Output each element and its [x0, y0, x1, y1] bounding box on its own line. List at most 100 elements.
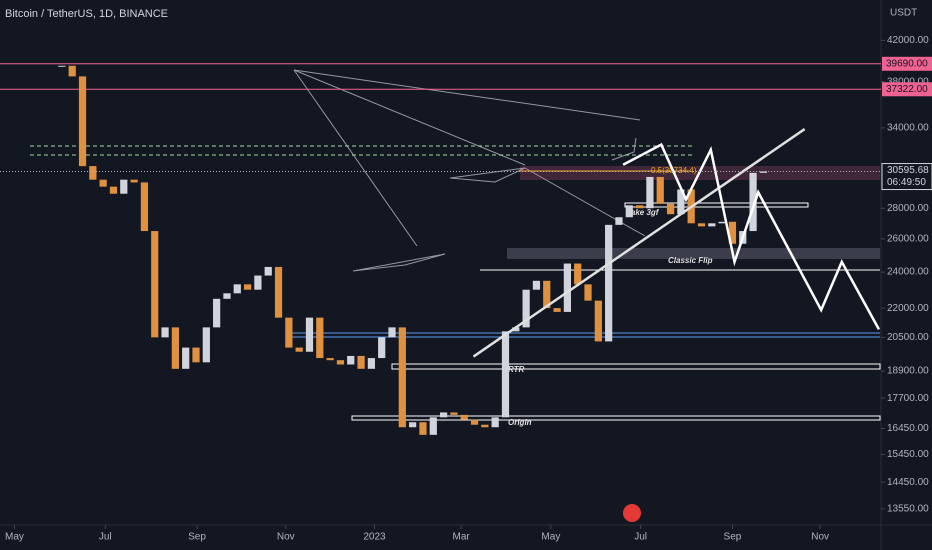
candle: [481, 424, 489, 428]
candle: [109, 186, 118, 194]
candle: [708, 223, 716, 227]
annotation: RTR: [508, 365, 525, 374]
drawing-line: [449, 167, 526, 183]
candle: [450, 412, 458, 415]
candle: [522, 289, 530, 328]
candle: [532, 280, 541, 290]
candle: [68, 65, 76, 77]
candle: [388, 327, 396, 338]
last-price-label: 30595.68: [887, 165, 929, 176]
candle: [295, 347, 303, 352]
candle: [58, 65, 66, 67]
y-tick-label: 42000.00: [887, 35, 929, 46]
candle: [243, 284, 252, 290]
candle: [182, 347, 190, 369]
axis-unit: USDT: [890, 8, 917, 19]
x-tick-label: 2023: [363, 532, 386, 543]
candle: [656, 176, 664, 204]
candle: [646, 176, 654, 209]
annotation: Classic Flip: [668, 256, 713, 265]
candle: [491, 417, 499, 428]
x-tick-label: Nov: [811, 532, 829, 543]
candle: [625, 205, 633, 218]
candle: [151, 231, 159, 338]
candle: [635, 205, 644, 209]
candle: [223, 293, 231, 299]
candle: [161, 327, 169, 338]
candle: [285, 317, 293, 348]
countdown: 06:49:50: [887, 177, 926, 188]
candle: [347, 355, 355, 365]
y-tick-label: 17700.00: [887, 393, 929, 404]
y-tick-label: 18900.00: [887, 366, 929, 377]
x-tick-label: Sep: [188, 532, 206, 543]
candle: [264, 266, 272, 276]
candle: [254, 275, 262, 290]
candle: [728, 221, 737, 244]
level-label: 39690.00: [886, 58, 928, 69]
rtr-box: [391, 363, 881, 370]
candle: [233, 284, 241, 294]
drawing-line: [611, 137, 637, 161]
annotation: Fake 3gf: [626, 208, 660, 217]
annotation: Origin: [508, 418, 532, 427]
origin-box: [351, 415, 881, 421]
x-tick-label: May: [541, 532, 560, 543]
candle: [615, 217, 623, 225]
candle: [78, 76, 87, 167]
candle: [192, 347, 200, 363]
y-tick-label: 24000.00: [887, 267, 929, 278]
candle: [759, 171, 768, 173]
candle: [336, 360, 345, 365]
flip-box: [507, 248, 880, 259]
candle: [429, 417, 437, 435]
y-tick-label: 22000.00: [887, 303, 929, 314]
y-tick-label: 34000.00: [887, 122, 929, 133]
candles: [58, 65, 768, 435]
y-tick-label: 16450.00: [887, 423, 929, 434]
x-tick-label: Jul: [99, 532, 112, 543]
candle: [99, 179, 107, 187]
candle: [563, 263, 571, 312]
candle: [398, 327, 406, 428]
candle: [543, 280, 551, 309]
candle: [140, 182, 149, 232]
candle: [378, 337, 386, 359]
event-icon[interactable]: [623, 504, 641, 522]
drawing-line: [352, 253, 446, 272]
candle: [584, 284, 592, 301]
chart-title: Bitcoin / TetherUS, 1D, BINANCE: [5, 8, 168, 20]
candle: [357, 355, 365, 369]
candle: [501, 331, 510, 418]
drawing-line: [293, 69, 641, 121]
candle: [202, 327, 210, 363]
candle: [419, 422, 427, 435]
level-label-bg: [882, 56, 932, 71]
candle: [305, 317, 314, 352]
trendline: [472, 128, 806, 358]
candle: [594, 300, 602, 342]
y-tick-label: 15450.00: [887, 449, 929, 460]
candle: [89, 166, 97, 180]
y-tick-label: 20500.00: [887, 332, 929, 343]
level-label-bg: [882, 82, 932, 97]
y-tick-label: 28000.00: [887, 203, 929, 214]
candle: [677, 189, 685, 215]
candle: [718, 221, 726, 224]
x-tick-label: Jul: [634, 532, 647, 543]
candle: [171, 327, 179, 369]
projection: [622, 142, 881, 330]
fake-box: [624, 202, 809, 208]
last-price-bg: [881, 163, 932, 191]
candle: [130, 179, 138, 183]
x-tick-label: Nov: [277, 532, 295, 543]
drawing-line: [293, 69, 526, 166]
candle: [120, 179, 128, 194]
candle: [512, 327, 520, 332]
candle: [666, 203, 675, 215]
candle: [553, 308, 561, 312]
y-tick-label: 38000.00: [887, 76, 929, 87]
candle: [316, 317, 324, 359]
candle: [605, 224, 613, 342]
